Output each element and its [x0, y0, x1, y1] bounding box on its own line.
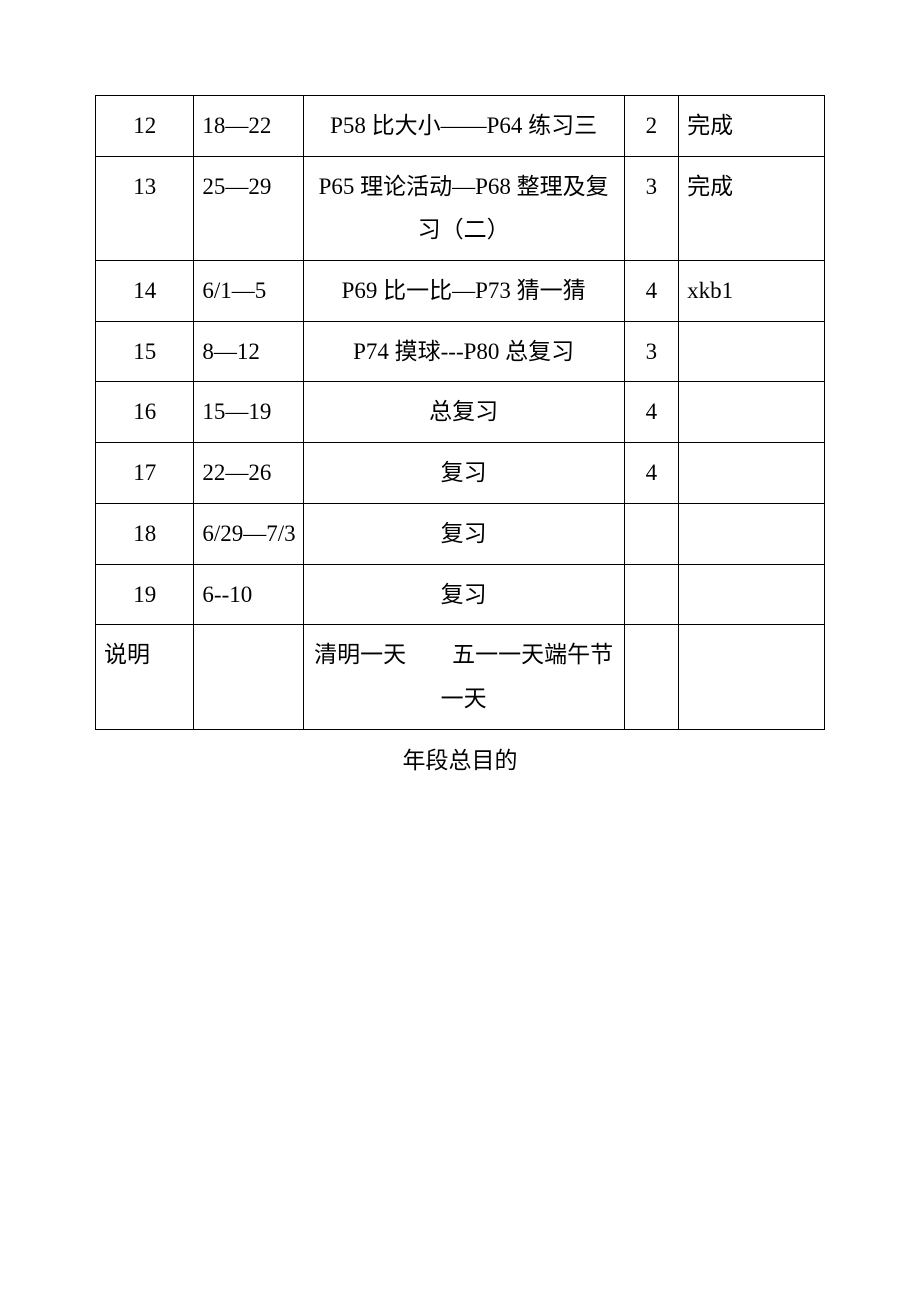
cell-week: 14: [96, 261, 194, 322]
cell-hours: 2: [624, 96, 679, 157]
table-caption: 年段总目的: [95, 740, 825, 781]
cell-dates: 6/1—5: [194, 261, 303, 322]
cell-hours: 4: [624, 443, 679, 504]
cell-dates: 6--10: [194, 564, 303, 625]
cell-content: P74 摸球---P80 总复习: [303, 321, 624, 382]
cell-content: 复习: [303, 503, 624, 564]
cell-hours: 3: [624, 321, 679, 382]
cell-hours: 4: [624, 261, 679, 322]
table-row: 18 6/29—7/3 复习: [96, 503, 825, 564]
cell-content: 复习: [303, 564, 624, 625]
cell-week: 12: [96, 96, 194, 157]
table-row: 14 6/1—5 P69 比一比—P73 猜一猜 4 xkb1: [96, 261, 825, 322]
cell-hours: [624, 625, 679, 729]
cell-week: 18: [96, 503, 194, 564]
table-row: 13 25—29 P65 理论活动—P68 整理及复习（二） 3 完成: [96, 156, 825, 260]
table-row: 17 22—26 复习 4: [96, 443, 825, 504]
cell-status: [679, 321, 825, 382]
cell-week: 13: [96, 156, 194, 260]
cell-content: P69 比一比—P73 猜一猜: [303, 261, 624, 322]
cell-status: [679, 564, 825, 625]
table-row: 12 18—22 P58 比大小——P64 练习三 2 完成: [96, 96, 825, 157]
cell-status: 完成: [679, 96, 825, 157]
cell-hours: 3: [624, 156, 679, 260]
cell-status: [679, 443, 825, 504]
table-row: 15 8—12 P74 摸球---P80 总复习 3: [96, 321, 825, 382]
cell-week: 15: [96, 321, 194, 382]
schedule-table: 12 18—22 P58 比大小——P64 练习三 2 完成 13 25—29 …: [95, 95, 825, 730]
cell-week: 说明: [96, 625, 194, 729]
cell-content: 清明一天 五一一天端午节一天: [303, 625, 624, 729]
table-row: 说明 清明一天 五一一天端午节一天: [96, 625, 825, 729]
cell-week: 16: [96, 382, 194, 443]
table-row: 16 15—19 总复习 4: [96, 382, 825, 443]
cell-content: 总复习: [303, 382, 624, 443]
cell-dates: 18—22: [194, 96, 303, 157]
cell-status: [679, 625, 825, 729]
cell-hours: 4: [624, 382, 679, 443]
cell-status: [679, 382, 825, 443]
cell-content: 复习: [303, 443, 624, 504]
cell-week: 17: [96, 443, 194, 504]
cell-dates: 8—12: [194, 321, 303, 382]
cell-status: [679, 503, 825, 564]
cell-dates: [194, 625, 303, 729]
cell-dates: 22—26: [194, 443, 303, 504]
cell-hours: [624, 503, 679, 564]
cell-dates: 25—29: [194, 156, 303, 260]
cell-dates: 15—19: [194, 382, 303, 443]
cell-status: xkb1: [679, 261, 825, 322]
cell-status: 完成: [679, 156, 825, 260]
cell-dates: 6/29—7/3: [194, 503, 303, 564]
cell-week: 19: [96, 564, 194, 625]
cell-content: P58 比大小——P64 练习三: [303, 96, 624, 157]
table-row: 19 6--10 复习: [96, 564, 825, 625]
cell-content: P65 理论活动—P68 整理及复习（二）: [303, 156, 624, 260]
cell-hours: [624, 564, 679, 625]
